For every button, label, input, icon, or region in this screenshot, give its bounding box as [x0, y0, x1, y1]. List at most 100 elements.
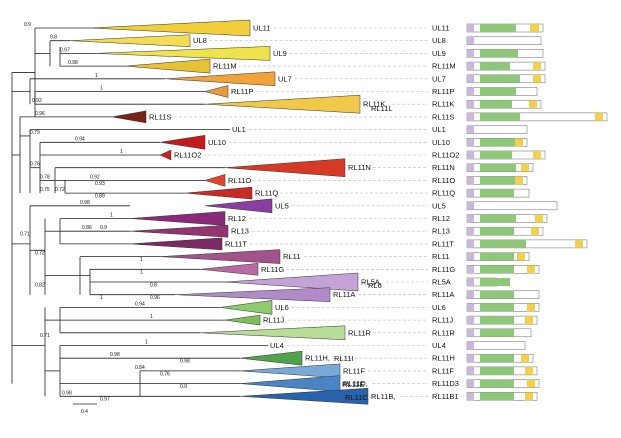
ig-domain [480, 379, 514, 388]
support-value: 0.98 [110, 352, 120, 358]
support-value: 0.8 [50, 35, 57, 41]
ig-domain [480, 24, 516, 32]
transmembrane-domain [515, 176, 523, 185]
clade-triangle [224, 158, 346, 177]
domain-box-rl11h [466, 353, 534, 363]
transmembrane-domain [575, 239, 583, 248]
clade-triangle [184, 186, 253, 200]
domain-box-ul5 [466, 201, 558, 211]
transmembrane-domain [531, 227, 539, 236]
ig-domain [480, 278, 510, 286]
gene-label: RL11O [432, 176, 455, 185]
gene-label: RL11H [432, 354, 455, 363]
clade-label-rl11e: RL11E [342, 380, 364, 389]
ig-domain [480, 252, 514, 261]
domain-box-rl11p [466, 87, 538, 96]
clade-triangle [129, 224, 229, 238]
domain-box-rl11o [466, 176, 528, 185]
gene-labels: UL11 UL8 UL9 RL11M UL7 RL11P RL11K RL11S UL1 UL10… [432, 24, 459, 401]
gene-label: RL11B1 [432, 392, 459, 401]
support-value: 0.8 [150, 282, 157, 288]
signal-peptide [467, 392, 474, 401]
domain-box-rl11s [466, 112, 608, 122]
support-value: 1 [100, 295, 103, 301]
domain-box-rl11k [466, 99, 542, 109]
support-value: 1 [150, 314, 153, 320]
support-value: 0.75 [40, 187, 50, 193]
signal-peptide [467, 239, 474, 248]
support-value: 0.93 [95, 181, 105, 187]
clade-triangle [69, 34, 191, 47]
clade-label: RL11F [343, 366, 365, 375]
gene-label: UL6 [432, 303, 446, 312]
clade-label: UL6 [275, 303, 289, 312]
support-value: 1 [95, 73, 98, 79]
gene-label: RL11O2 [432, 151, 459, 160]
gene-label: RL5A [432, 278, 451, 287]
transmembrane-domain [527, 265, 535, 274]
domain-box-rl11m [466, 61, 546, 71]
clade-label: UL11 [253, 24, 270, 33]
domain-box-rl11 [466, 252, 530, 261]
support-value: 0.98 [80, 200, 90, 206]
clade-label: RL11A [333, 290, 355, 299]
clade-label: RL11J [263, 316, 284, 325]
support-value: 1 [145, 340, 148, 346]
ig-domain [480, 214, 516, 223]
domain-box-rl11f [466, 366, 538, 376]
signal-peptide [467, 252, 474, 261]
gene-label: UL8 [432, 36, 446, 45]
gene-label: RL13 [432, 227, 450, 236]
signal-peptide [467, 176, 474, 185]
ig-domain [480, 354, 514, 363]
gene-label: RL11R [432, 328, 455, 337]
domain-box-rl11o2 [466, 150, 546, 160]
clade-triangle [204, 174, 226, 187]
clade-triangle [129, 211, 226, 226]
ig-domain [480, 189, 514, 198]
signal-peptide [467, 366, 474, 375]
signal-peptide [467, 24, 474, 32]
support-value: 0.82 [35, 282, 45, 288]
tree-branches [11, 27, 268, 397]
domain-box-rl11a [466, 290, 540, 299]
clade-label: RL11Q [255, 189, 278, 198]
gene-label: UL7 [432, 74, 446, 83]
domain-box-ul10 [466, 138, 528, 147]
transmembrane-domain [529, 100, 537, 109]
domain-box-ul8 [466, 36, 542, 45]
support-value: 0.9 [24, 22, 31, 28]
clade-triangle [204, 85, 229, 98]
transmembrane-domain [535, 214, 543, 223]
signal-peptide [467, 189, 474, 198]
ig-domain [480, 303, 514, 312]
transmembrane-domain [527, 379, 535, 388]
dashed-connectors [174, 27, 428, 397]
protein-outline [466, 341, 526, 350]
clade-triangle [204, 198, 273, 214]
clade-label-rl11i: RL11I [334, 354, 353, 363]
signal-peptide [467, 341, 474, 350]
gene-label: RL11F [432, 366, 454, 375]
support-value: 0.98 [68, 60, 78, 66]
clade-label: RL5A, [361, 278, 382, 287]
clade-label: UL10 [208, 138, 226, 147]
clade-triangle [94, 46, 271, 61]
ig-domain [480, 112, 520, 121]
support-value: 0.98 [62, 390, 72, 396]
support-value: 0.98 [180, 359, 190, 365]
support-value: 1 [100, 86, 103, 92]
clade-label: RL11 [283, 252, 300, 261]
clade-label: UL5 [275, 201, 289, 210]
support-value: 0.71 [40, 333, 50, 339]
transmembrane-domain [515, 138, 523, 147]
ig-domain [480, 265, 514, 274]
domain-box-rl11b1 [466, 392, 538, 401]
ig-domain [480, 138, 518, 147]
transmembrane-domain [530, 24, 539, 32]
domain-box-rl13 [466, 226, 544, 236]
support-value: 0.76 [30, 162, 40, 168]
support-value: 0.97 [100, 397, 110, 403]
transmembrane-domain [527, 303, 535, 312]
